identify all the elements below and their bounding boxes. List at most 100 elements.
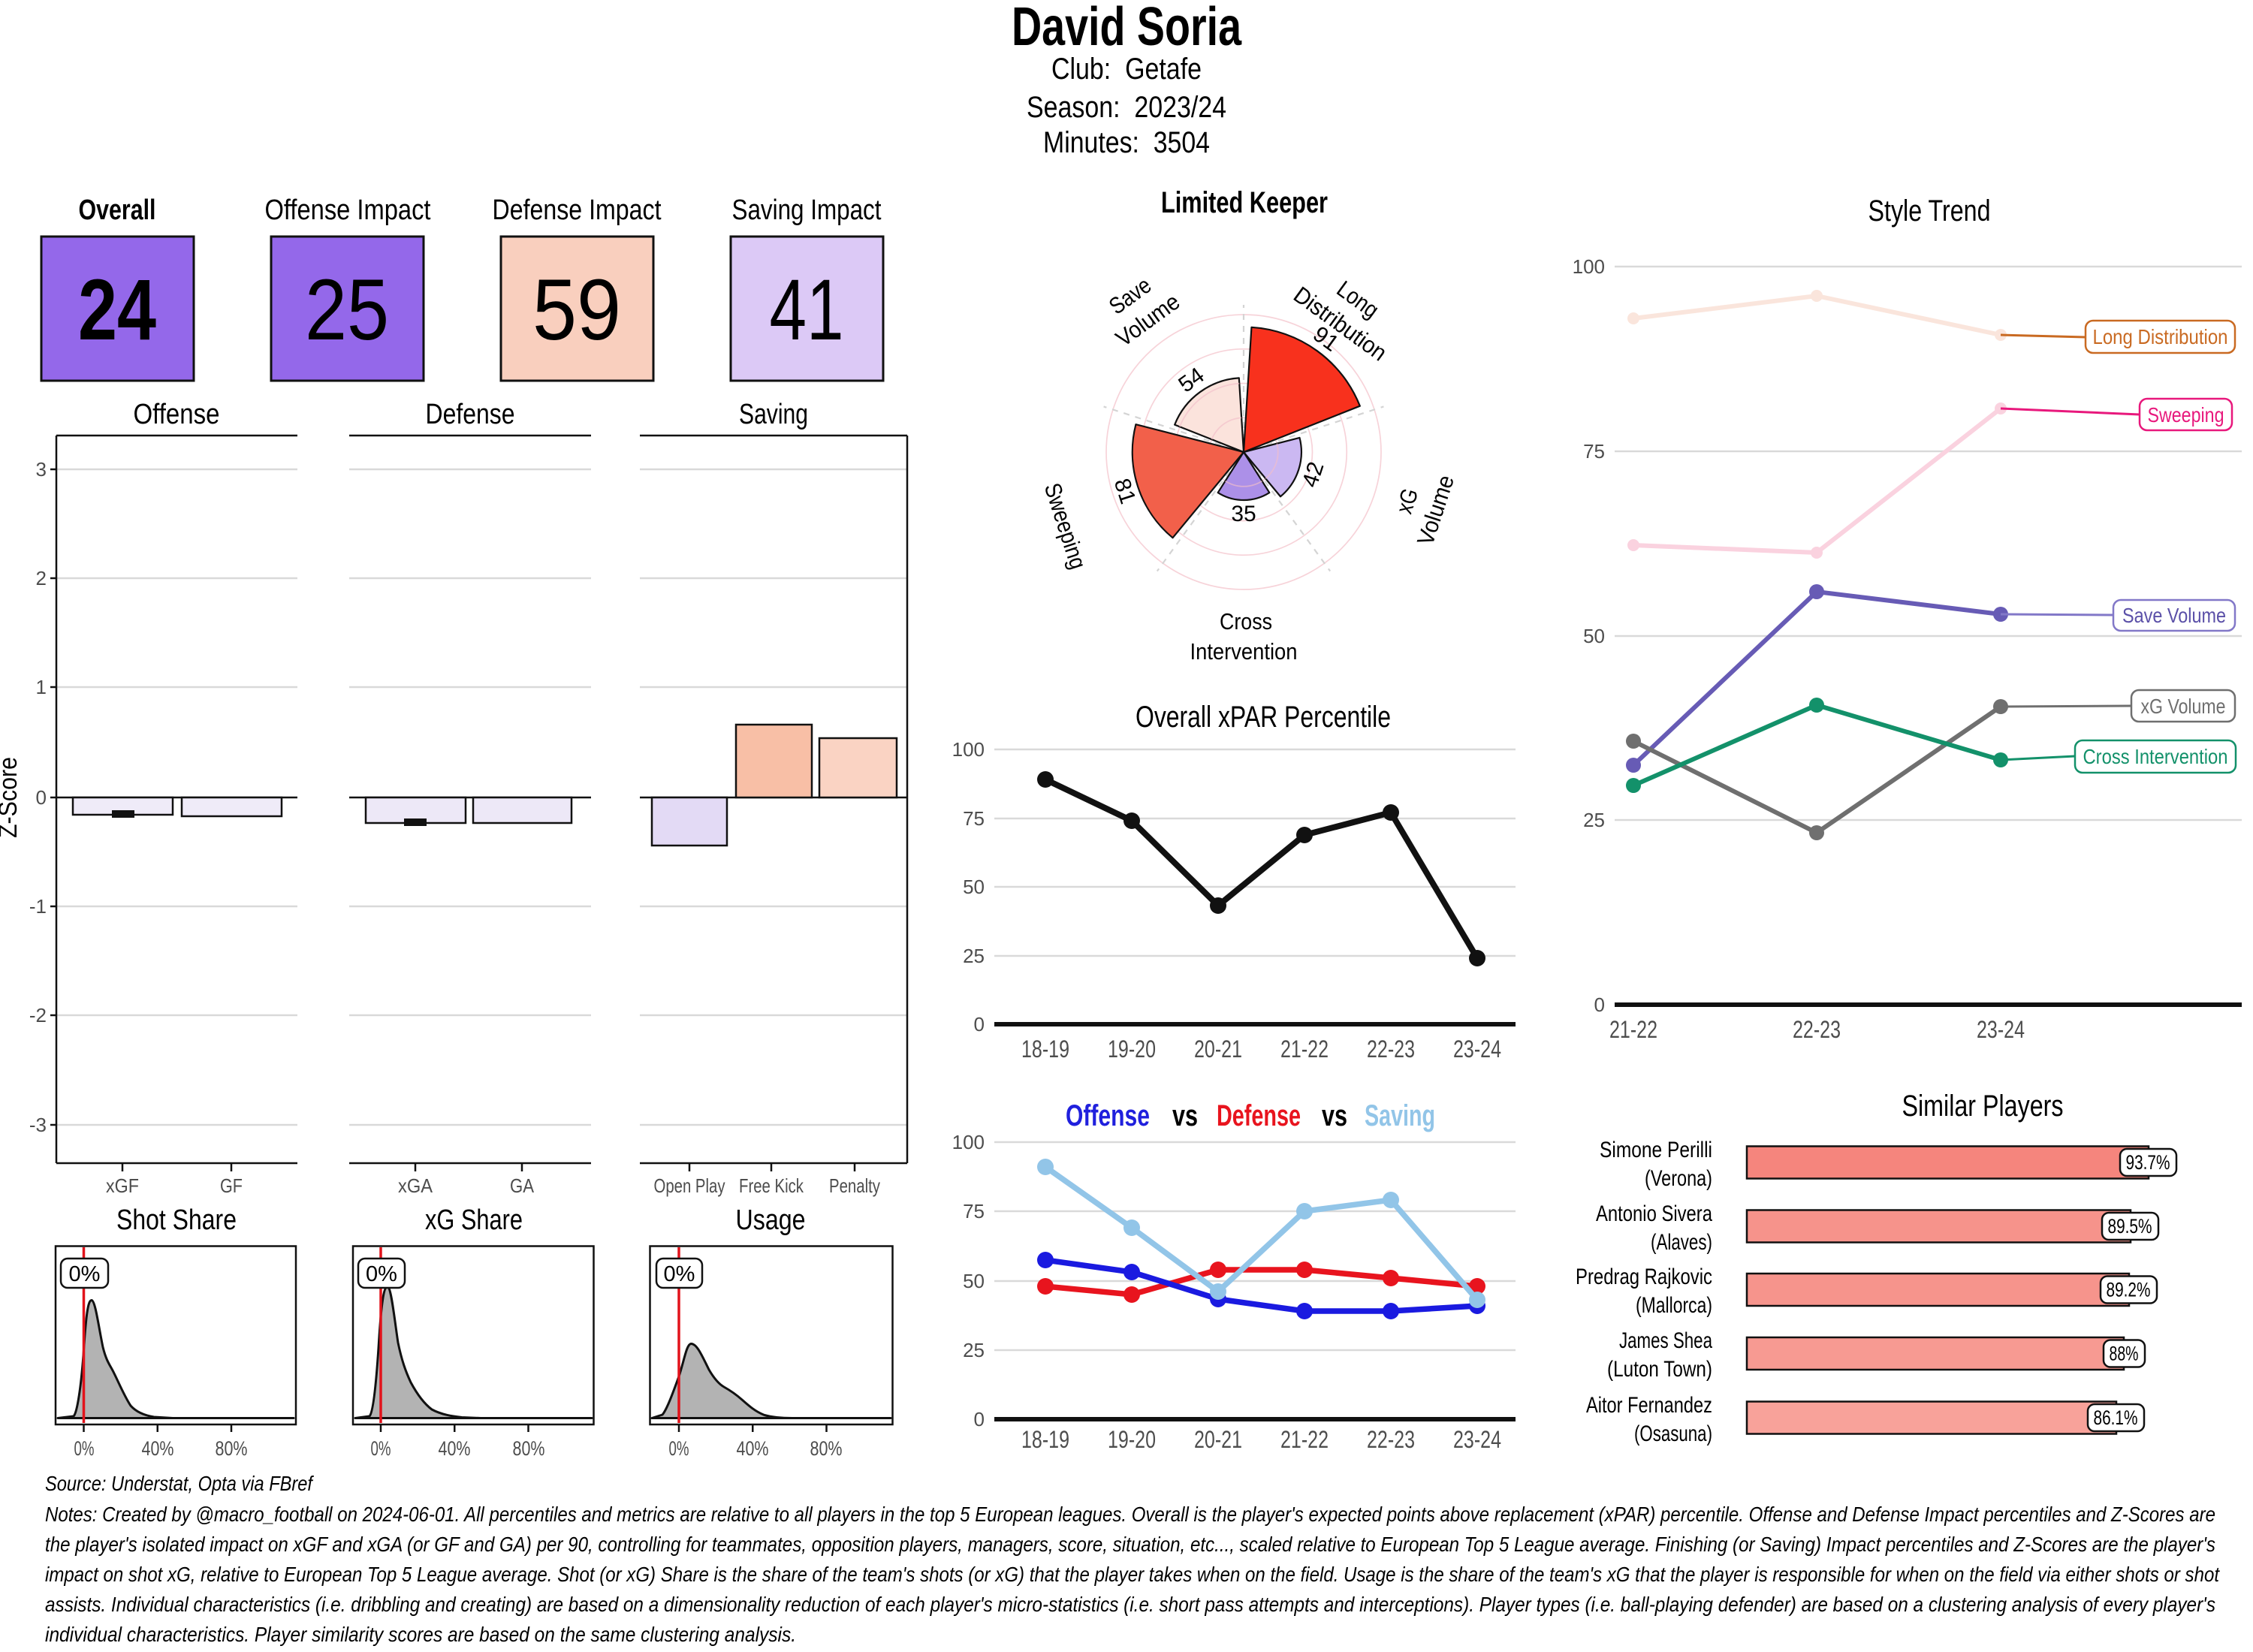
svg-text:22-23: 22-23 bbox=[1367, 1426, 1415, 1453]
svg-text:35: 35 bbox=[1231, 502, 1256, 526]
svg-text:assists. Individual characteri: assists. Individual characteristics (i.e… bbox=[45, 1593, 2215, 1616]
svg-text:GA: GA bbox=[510, 1174, 535, 1197]
svg-text:25: 25 bbox=[963, 1339, 985, 1361]
svg-text:(Verona): (Verona) bbox=[1645, 1166, 1712, 1191]
svg-text:(Alaves): (Alaves) bbox=[1651, 1230, 1712, 1255]
svg-text:-1: -1 bbox=[29, 895, 47, 918]
svg-text:25: 25 bbox=[963, 945, 985, 967]
svg-text:Usage: Usage bbox=[736, 1204, 806, 1236]
svg-text:Penalty: Penalty bbox=[829, 1174, 880, 1197]
svg-text:Cross: Cross bbox=[1220, 608, 1272, 635]
svg-text:1: 1 bbox=[36, 676, 47, 698]
svg-text:19-20: 19-20 bbox=[1108, 1036, 1156, 1063]
svg-text:40%: 40% bbox=[439, 1437, 471, 1460]
svg-text:Offense Impact: Offense Impact bbox=[265, 194, 431, 226]
svg-text:(Luton Town): (Luton Town) bbox=[1607, 1357, 1712, 1382]
svg-text:Intervention: Intervention bbox=[1190, 638, 1298, 665]
svg-text:the player's isolated impact o: the player's isolated impact on xGF and … bbox=[45, 1533, 2215, 1556]
svg-text:Offense: Offense bbox=[1066, 1099, 1150, 1132]
svg-text:0: 0 bbox=[974, 1408, 985, 1430]
svg-text:Overall xPAR Percentile: Overall xPAR Percentile bbox=[1136, 701, 1391, 734]
svg-text:David Soria: David Soria bbox=[1012, 0, 1242, 57]
svg-text:88%: 88% bbox=[2110, 1343, 2139, 1365]
svg-text:40%: 40% bbox=[737, 1437, 769, 1460]
svg-text:Simone Perilli: Simone Perilli bbox=[1600, 1138, 1712, 1162]
svg-text:21-22: 21-22 bbox=[1609, 1016, 1657, 1043]
svg-text:vs: vs bbox=[1322, 1099, 1347, 1132]
svg-text:23-24: 23-24 bbox=[1977, 1016, 2025, 1043]
svg-text:Source: Understat, Opta via FB: Source: Understat, Opta via FBref bbox=[45, 1472, 315, 1495]
svg-text:Minutes: 3504: Minutes: 3504 bbox=[1043, 126, 1210, 159]
svg-text:xGA: xGA bbox=[398, 1174, 433, 1197]
svg-text:20-21: 20-21 bbox=[1194, 1426, 1242, 1453]
svg-text:93.7%: 93.7% bbox=[2126, 1151, 2170, 1174]
svg-text:Similar Players: Similar Players bbox=[1902, 1090, 2064, 1123]
svg-text:Limited Keeper: Limited Keeper bbox=[1161, 186, 1328, 219]
svg-text:Predrag Rajkovic: Predrag Rajkovic bbox=[1576, 1265, 1712, 1289]
svg-text:0%: 0% bbox=[69, 1262, 101, 1286]
svg-text:100: 100 bbox=[952, 738, 985, 761]
svg-text:3: 3 bbox=[36, 458, 47, 481]
svg-text:Defense: Defense bbox=[1217, 1099, 1301, 1132]
svg-text:80%: 80% bbox=[216, 1437, 248, 1460]
svg-text:0%: 0% bbox=[669, 1437, 689, 1460]
svg-text:0%: 0% bbox=[366, 1262, 397, 1286]
svg-text:GF: GF bbox=[220, 1174, 243, 1197]
svg-text:40%: 40% bbox=[142, 1437, 174, 1460]
svg-text:(Osasuna): (Osasuna) bbox=[1634, 1421, 1712, 1446]
svg-text:75: 75 bbox=[1583, 440, 1605, 463]
svg-text:0%: 0% bbox=[664, 1262, 695, 1286]
svg-text:Defense: Defense bbox=[426, 399, 515, 430]
svg-text:Free Kick: Free Kick bbox=[739, 1174, 804, 1197]
svg-text:18-19: 18-19 bbox=[1021, 1426, 1069, 1453]
svg-text:89.2%: 89.2% bbox=[2107, 1279, 2151, 1301]
svg-text:-2: -2 bbox=[29, 1004, 47, 1026]
svg-text:86.1%: 86.1% bbox=[2094, 1406, 2138, 1429]
svg-text:0: 0 bbox=[36, 786, 47, 809]
svg-text:18-19: 18-19 bbox=[1021, 1036, 1069, 1063]
svg-text:Open Play: Open Play bbox=[654, 1174, 725, 1197]
svg-text:24: 24 bbox=[78, 262, 156, 358]
svg-text:75: 75 bbox=[963, 807, 985, 830]
svg-text:individual characteristics. Pl: individual characteristics. Player simil… bbox=[45, 1623, 796, 1646]
svg-text:21-22: 21-22 bbox=[1280, 1426, 1329, 1453]
svg-text:0: 0 bbox=[974, 1013, 985, 1036]
svg-text:50: 50 bbox=[963, 1270, 985, 1292]
svg-text:Style Trend: Style Trend bbox=[1868, 194, 1991, 228]
svg-text:22-23: 22-23 bbox=[1367, 1036, 1415, 1063]
svg-text:Saving Impact: Saving Impact bbox=[732, 194, 882, 226]
svg-text:Saving: Saving bbox=[1365, 1099, 1435, 1132]
svg-text:100: 100 bbox=[952, 1131, 985, 1153]
svg-text:21-22: 21-22 bbox=[1280, 1036, 1329, 1063]
svg-text:0%: 0% bbox=[74, 1437, 95, 1460]
svg-text:Aitor Fernandez: Aitor Fernandez bbox=[1586, 1393, 1712, 1418]
svg-text:80%: 80% bbox=[810, 1437, 843, 1460]
svg-text:Sweeping: Sweeping bbox=[2148, 403, 2224, 427]
svg-text:41: 41 bbox=[770, 262, 844, 358]
svg-text:Save Volume: Save Volume bbox=[2122, 604, 2226, 627]
svg-text:59: 59 bbox=[532, 262, 621, 358]
svg-text:23-24: 23-24 bbox=[1453, 1426, 1501, 1453]
svg-text:23-24: 23-24 bbox=[1453, 1036, 1501, 1063]
svg-text:25: 25 bbox=[1583, 809, 1605, 831]
svg-text:Season: 2023/24: Season: 2023/24 bbox=[1027, 91, 1226, 124]
svg-text:50: 50 bbox=[1583, 625, 1605, 647]
svg-text:Saving: Saving bbox=[739, 399, 808, 430]
svg-text:20-21: 20-21 bbox=[1194, 1036, 1242, 1063]
svg-text:Shot Share: Shot Share bbox=[116, 1204, 237, 1236]
svg-text:-3: -3 bbox=[29, 1114, 47, 1136]
svg-text:Long Distribution: Long Distribution bbox=[2093, 325, 2228, 348]
svg-text:25: 25 bbox=[305, 262, 389, 358]
svg-text:0: 0 bbox=[1594, 993, 1605, 1016]
svg-text:impact on shot xG, relative to: impact on shot xG, relative to European … bbox=[45, 1563, 2220, 1586]
svg-text:Offense: Offense bbox=[134, 399, 220, 430]
svg-text:75: 75 bbox=[963, 1200, 985, 1222]
svg-text:Z-Score: Z-Score bbox=[0, 757, 23, 838]
svg-text:vs: vs bbox=[1172, 1099, 1198, 1132]
svg-text:89.5%: 89.5% bbox=[2108, 1215, 2152, 1237]
svg-text:Notes: Created by @macro_footb: Notes: Created by @macro_football on 202… bbox=[45, 1503, 2215, 1526]
svg-text:(Mallorca): (Mallorca) bbox=[1636, 1293, 1712, 1318]
svg-text:xG Share: xG Share bbox=[425, 1204, 523, 1236]
svg-text:50: 50 bbox=[963, 876, 985, 898]
svg-text:Antonio Sivera: Antonio Sivera bbox=[1596, 1201, 1712, 1226]
